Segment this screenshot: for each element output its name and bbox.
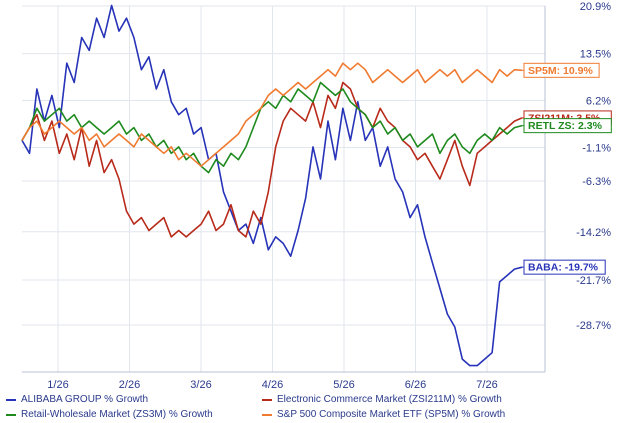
- x-tick-label: 3/26: [190, 379, 211, 391]
- legend-label: Retail-Wholesale Market (ZS3M) % Growth: [21, 409, 213, 420]
- legend-label: Electronic Commerce Market (ZSI211M) % G…: [277, 394, 502, 405]
- series-line-1: [21, 81, 523, 238]
- x-tick-label: 1/26: [47, 379, 68, 391]
- legend-label: ALIBABA GROUP % Growth: [21, 394, 149, 405]
- x-tick-label: 5/26: [333, 379, 354, 391]
- legend-swatch: [6, 413, 16, 416]
- legend-item-zs3m: Retail-Wholesale Market (ZS3M) % Growth: [6, 409, 213, 420]
- legend: ALIBABA GROUP % Growth Electronic Commer…: [0, 394, 619, 423]
- x-tick-label: 2/26: [119, 379, 140, 391]
- y-tick-label: -21.7%: [576, 275, 611, 287]
- tag-label: SP5M: 10.9%: [528, 65, 593, 77]
- series-line-2: [21, 81, 523, 174]
- y-tick-label: 20.9%: [580, 1, 611, 13]
- series-line-3: [21, 62, 523, 167]
- y-tick-label: -6.3%: [582, 176, 611, 188]
- legend-item-zsi211m: Electronic Commerce Market (ZSI211M) % G…: [262, 394, 502, 405]
- series-tag-0: BABA: -19.7%: [522, 259, 606, 275]
- tag-label: BABA: -19.7%: [528, 262, 599, 274]
- legend-label: S&P 500 Composite Market ETF (SP5M) % Gr…: [277, 409, 506, 420]
- legend-item-baba: ALIBABA GROUP % Growth: [6, 394, 148, 405]
- x-tick-label: 6/26: [405, 379, 426, 391]
- legend-swatch: [262, 413, 272, 416]
- series-tag-2: RETL ZS: 2.3%: [522, 118, 612, 134]
- y-tick-label: -14.2%: [576, 227, 611, 239]
- x-tick-label: 7/26: [476, 379, 497, 391]
- legend-swatch: [262, 398, 272, 401]
- series-line-0: [21, 4, 523, 367]
- tag-layer: BABA: -19.7%ZSI211M: 3.5%RETL ZS: 2.3%SP…: [522, 62, 612, 275]
- tag-box: [523, 62, 600, 78]
- tag-box: [523, 118, 612, 134]
- axis-layer: 20.9% 13.5% 6.2% -1.1% -6.3% -14.2% -21.7% -28.…: [22, 1, 611, 391]
- series-tag-3: SP5M: 10.9%: [522, 62, 600, 78]
- y-tick-label: 6.2%: [586, 96, 611, 108]
- y-tick-label: -28.7%: [576, 320, 611, 332]
- legend-item-sp5m: S&P 500 Composite Market ETF (SP5M) % Gr…: [262, 409, 505, 420]
- y-tick-label: -1.1%: [582, 143, 611, 155]
- legend-swatch: [6, 398, 16, 401]
- x-tick-label: 4/26: [262, 379, 283, 391]
- grid: [22, 5, 545, 372]
- y-tick-label: 13.5%: [580, 49, 611, 61]
- tag-box: [523, 259, 606, 275]
- tag-label: RETL ZS: 2.3%: [528, 120, 603, 132]
- series-layer: [21, 4, 523, 367]
